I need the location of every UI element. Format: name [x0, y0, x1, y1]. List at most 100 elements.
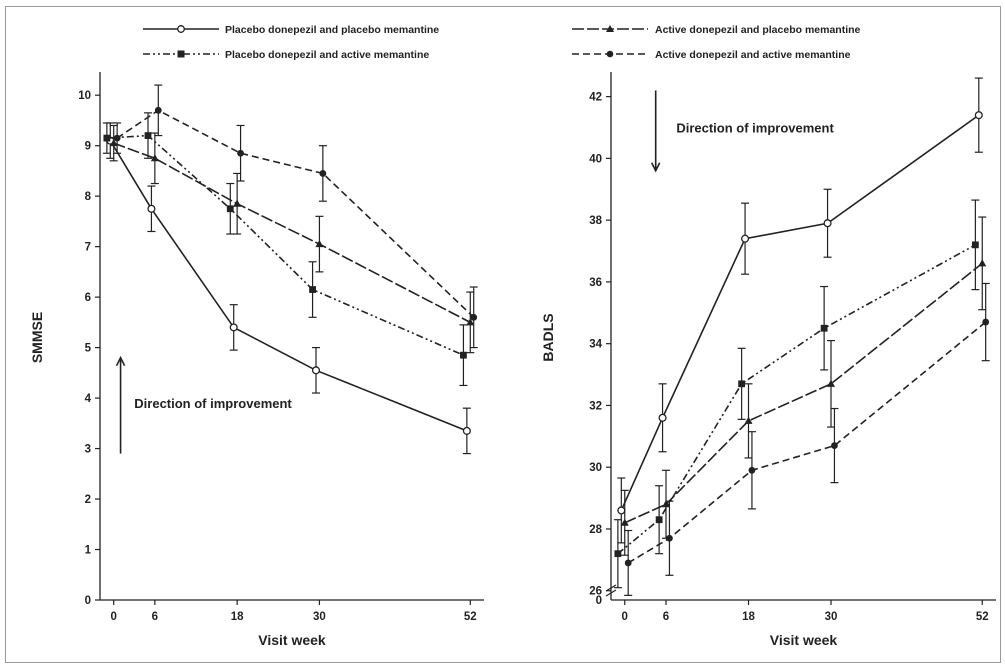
y-tick-label: 0 [85, 595, 91, 607]
y-tick-label: 40 [589, 153, 602, 165]
improvement-arrow-head [115, 355, 126, 367]
x-tick-label: 0 [622, 611, 628, 623]
series-4 [624, 282, 990, 596]
data-point [226, 205, 234, 213]
x-tick-label: 6 [152, 611, 158, 623]
data-point [150, 154, 159, 162]
smmse-panel: 0 1 2 3 4 5 6 7 8 9 10 0 6 18 30 52 Visit week SMMSE Direc… [29, 72, 484, 648]
data-point [147, 204, 156, 213]
legend-label-placebo-active: Placebo donepezil and active memantine [225, 49, 429, 61]
legend-item-active-placebo: Active donepezil and placebo memantine [572, 24, 861, 36]
legend-item-placebo-placebo: Placebo donepezil and placebo memantine [143, 24, 439, 36]
y-tick-label: 6 [85, 292, 91, 304]
data-point [827, 379, 835, 387]
data-point [624, 559, 632, 567]
series-line [617, 244, 976, 555]
data-point [319, 170, 327, 177]
y-tick-label: 8 [85, 191, 92, 203]
series-4 [113, 84, 478, 349]
data-point [113, 134, 121, 142]
data-point [748, 466, 756, 474]
legend-marker-dot [606, 50, 614, 58]
y-tick-label: 38 [589, 215, 602, 227]
data-point [982, 318, 990, 326]
y-tick-label: 10 [78, 90, 91, 102]
data-point [620, 518, 629, 526]
y-tick-label: 3 [85, 444, 91, 456]
x-tick-label: 52 [976, 611, 989, 623]
x-tick-label: 30 [313, 611, 326, 623]
direction-of-improvement-label: Direction of improvement [134, 396, 292, 411]
y-axis-title: BADLS [540, 313, 556, 361]
x-tick-label: 30 [825, 611, 838, 623]
y-tick-label: 42 [589, 92, 602, 104]
y-tick-label: 26 [589, 586, 602, 598]
data-point [462, 426, 471, 435]
series-line [620, 114, 980, 511]
data-point [460, 351, 467, 359]
x-tick-label: 18 [742, 611, 755, 623]
legend: Placebo donepezil and placebo memantine … [143, 24, 861, 61]
y-tick-label: 30 [589, 462, 602, 474]
series-line [116, 109, 475, 318]
data-point [229, 323, 238, 332]
y-tick-label: 9 [85, 141, 91, 153]
x-axis-title: Visit week [770, 632, 838, 648]
y-tick-label: 32 [589, 400, 602, 412]
x-tick-label: 6 [663, 611, 669, 623]
axis-break-mark [605, 589, 617, 597]
legend-marker-triangle [606, 25, 614, 32]
data-point [820, 324, 828, 332]
improvement-arrow-head [650, 162, 661, 173]
y-tick-label: 5 [85, 343, 92, 355]
figure-frame [5, 6, 1001, 663]
x-tick-label: 52 [464, 611, 477, 623]
data-point [666, 534, 673, 542]
data-point [315, 239, 324, 248]
data-point [311, 366, 321, 375]
data-point [233, 199, 242, 207]
axis-break-mark [605, 584, 617, 592]
legend-label-active-active: Active donepezil and active memantine [655, 49, 851, 61]
data-point [470, 313, 478, 321]
x-axis-title: Visit week [258, 632, 326, 648]
y-tick-label: 4 [85, 393, 92, 405]
data-point [144, 132, 152, 139]
legend-item-placebo-active: Placebo donepezil and active memantine [143, 49, 429, 61]
series-2 [109, 124, 475, 354]
data-point [655, 516, 663, 524]
y-axis-title: SMMSE [29, 312, 45, 363]
y-tick-label: 2 [85, 494, 91, 506]
direction-of-improvement-label: Direction of improvement [676, 121, 834, 136]
data-point [831, 442, 838, 449]
series-1 [617, 77, 983, 544]
data-point [741, 234, 750, 243]
y-tick-label: 28 [589, 524, 602, 536]
legend-label-placebo-placebo: Placebo donepezil and placebo memantine [225, 24, 439, 36]
data-point [738, 380, 746, 388]
legend-label-active-placebo: Active donepezil and placebo memantine [655, 24, 861, 36]
data-point [744, 416, 753, 424]
data-point [309, 286, 316, 293]
x-tick-label: 0 [111, 611, 117, 623]
data-point [978, 259, 987, 267]
data-point [237, 149, 244, 157]
series-line [106, 134, 464, 356]
data-point [103, 134, 111, 142]
series-line [627, 321, 987, 564]
data-point [617, 506, 626, 515]
y-tick-label: 36 [589, 277, 602, 289]
legend-item-active-active: Active donepezil and active memantine [572, 49, 851, 61]
series-3 [613, 199, 980, 589]
x-tick-label: 18 [231, 611, 244, 623]
data-point [971, 241, 979, 249]
data-point [823, 219, 832, 228]
data-point [466, 318, 475, 326]
y-tick-label: 7 [85, 242, 91, 254]
data-point [154, 106, 162, 114]
data-point [658, 413, 667, 422]
badls-panel: 26 28 30 32 34 36 38 40 42 0 0 6 18 30 52 Visit week BAD… [540, 72, 996, 648]
y-origin-label: 0 [596, 595, 602, 607]
series-line [109, 140, 468, 432]
